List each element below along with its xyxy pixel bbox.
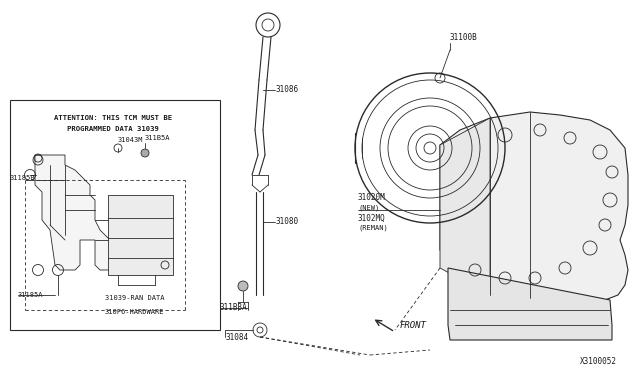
Text: 311B3A: 311B3A: [220, 304, 248, 312]
Text: 31100B: 31100B: [450, 33, 477, 42]
Text: (REMAN): (REMAN): [358, 225, 388, 231]
Polygon shape: [35, 155, 115, 270]
Text: 31039-RAN DATA: 31039-RAN DATA: [105, 295, 164, 301]
Text: X3100052: X3100052: [580, 357, 617, 366]
Text: (NEW): (NEW): [358, 205, 380, 211]
Text: 31185A: 31185A: [18, 292, 44, 298]
Circle shape: [238, 281, 248, 291]
Text: ATTENTION: THIS TCM MUST BE: ATTENTION: THIS TCM MUST BE: [54, 115, 172, 121]
Bar: [108, 195, 173, 275]
Text: 310F6-HARDWARE: 310F6-HARDWARE: [105, 309, 164, 315]
Text: 31043M: 31043M: [118, 137, 143, 143]
Text: FRONT: FRONT: [400, 321, 427, 330]
Bar: [10, 100, 220, 330]
Text: 31185B: 31185B: [10, 175, 35, 181]
Polygon shape: [448, 268, 612, 340]
Text: 311B5A: 311B5A: [145, 135, 170, 141]
Text: 31084: 31084: [225, 333, 248, 341]
Polygon shape: [440, 112, 628, 302]
Text: 3102MQ: 3102MQ: [358, 214, 386, 222]
Circle shape: [141, 149, 149, 157]
Text: 31020M: 31020M: [358, 193, 386, 202]
Text: 31086: 31086: [275, 86, 298, 94]
Text: PROGRAMMED DATA 31039: PROGRAMMED DATA 31039: [67, 126, 159, 132]
Polygon shape: [440, 118, 490, 295]
Text: 31080: 31080: [275, 218, 298, 227]
